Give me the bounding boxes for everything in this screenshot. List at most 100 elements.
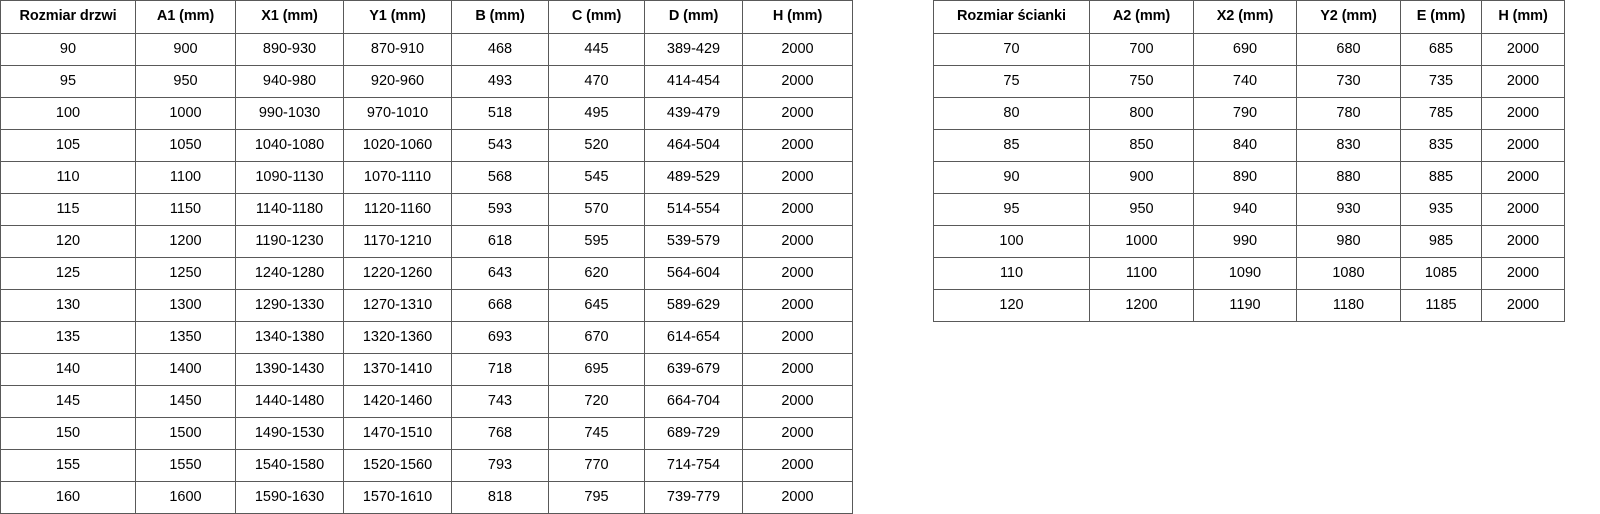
door-column-header-7: H (mm): [742, 0, 853, 34]
wall-cell-r2-c4: 785: [1400, 97, 1482, 130]
door-column-header-1: A1 (mm): [135, 0, 236, 34]
door-cell-r10-c1: 1400: [135, 353, 236, 386]
door-cell-r3-c7: 2000: [742, 129, 853, 162]
door-cell-r3-c2: 1040-1080: [235, 129, 344, 162]
door-cell-r12-c2: 1490-1530: [235, 417, 344, 450]
door-column-header-6: D (mm): [644, 0, 743, 34]
door-cell-r0-c0: 90: [0, 33, 136, 66]
door-cell-r4-c1: 1100: [135, 161, 236, 194]
door-cell-r7-c0: 125: [0, 257, 136, 290]
door-cell-r0-c4: 468: [451, 33, 549, 66]
door-cell-r6-c1: 1200: [135, 225, 236, 258]
door-cell-r8-c7: 2000: [742, 289, 853, 322]
wall-cell-r0-c1: 700: [1089, 33, 1194, 66]
door-cell-r4-c3: 1070-1110: [343, 161, 452, 194]
wall-cell-r1-c5: 2000: [1481, 65, 1565, 98]
door-cell-r3-c5: 520: [548, 129, 645, 162]
door-cell-r7-c3: 1220-1260: [343, 257, 452, 290]
door-cell-r6-c6: 539-579: [644, 225, 743, 258]
wall-cell-r0-c2: 690: [1193, 33, 1297, 66]
door-cell-r8-c6: 589-629: [644, 289, 743, 322]
wall-cell-r0-c5: 2000: [1481, 33, 1565, 66]
table-row: 120 1200 1190-1230 1170-1210 618 595 539-579 20…: [0, 225, 853, 258]
door-cell-r2-c0: 100: [0, 97, 136, 130]
wall-cell-r7-c0: 110: [933, 257, 1090, 290]
wall-cell-r4-c1: 900: [1089, 161, 1194, 194]
door-cell-r8-c4: 668: [451, 289, 549, 322]
wall-cell-r4-c2: 890: [1193, 161, 1297, 194]
wall-column-header-5: H (mm): [1481, 0, 1565, 34]
door-cell-r2-c5: 495: [548, 97, 645, 130]
door-cell-r3-c6: 464-504: [644, 129, 743, 162]
door-cell-r8-c5: 645: [548, 289, 645, 322]
door-cell-r6-c4: 618: [451, 225, 549, 258]
door-cell-r1-c7: 2000: [742, 65, 853, 98]
wall-table-head: Rozmiar ścianki A2 (mm) X2 (mm) Y2 (mm) E (m…: [933, 0, 1565, 34]
door-cell-r11-c7: 2000: [742, 385, 853, 418]
table-row: 100 1000 990-1030 970-1010 518 495 439-479 2000: [0, 97, 853, 130]
door-cell-r6-c2: 1190-1230: [235, 225, 344, 258]
door-cell-r0-c1: 900: [135, 33, 236, 66]
door-cell-r1-c1: 950: [135, 65, 236, 98]
wall-cell-r8-c0: 120: [933, 289, 1090, 322]
table-row: 150 1500 1490-1530 1470-1510 768 745 689-729 20…: [0, 417, 853, 450]
door-cell-r2-c4: 518: [451, 97, 549, 130]
wall-cell-r8-c1: 1200: [1089, 289, 1194, 322]
door-cell-r14-c1: 1600: [135, 481, 236, 514]
door-cell-r4-c2: 1090-1130: [235, 161, 344, 194]
door-table-body: 90 900 890-930 870-910 468 445 389-429 2000 95 95…: [0, 33, 853, 514]
door-cell-r13-c3: 1520-1560: [343, 449, 452, 482]
door-cell-r5-c6: 514-554: [644, 193, 743, 226]
wall-cell-r5-c2: 940: [1193, 193, 1297, 226]
table-row: 75 750 740 730 735 2000: [933, 65, 1565, 98]
table-row: 95 950 940-980 920-960 493 470 414-454 2000: [0, 65, 853, 98]
door-cell-r13-c5: 770: [548, 449, 645, 482]
door-cell-r0-c2: 890-930: [235, 33, 344, 66]
wall-cell-r7-c5: 2000: [1481, 257, 1565, 290]
door-table-head: Rozmiar drzwi A1 (mm) X1 (mm) Y1 (mm) B (mm)…: [0, 0, 853, 34]
door-cell-r10-c0: 140: [0, 353, 136, 386]
door-cell-r14-c5: 795: [548, 481, 645, 514]
door-cell-r11-c0: 145: [0, 385, 136, 418]
wall-cell-r2-c1: 800: [1089, 97, 1194, 130]
door-cell-r9-c7: 2000: [742, 321, 853, 354]
wall-cell-r6-c4: 985: [1400, 225, 1482, 258]
door-cell-r1-c4: 493: [451, 65, 549, 98]
door-cell-r0-c6: 389-429: [644, 33, 743, 66]
wall-cell-r8-c3: 1180: [1296, 289, 1401, 322]
door-column-header-5: C (mm): [548, 0, 645, 34]
door-cell-r8-c1: 1300: [135, 289, 236, 322]
table-row: 90 900 890-930 870-910 468 445 389-429 2000: [0, 33, 853, 66]
door-cell-r10-c6: 639-679: [644, 353, 743, 386]
door-cell-r8-c2: 1290-1330: [235, 289, 344, 322]
wall-cell-r7-c3: 1080: [1296, 257, 1401, 290]
wall-cell-r8-c4: 1185: [1400, 289, 1482, 322]
door-cell-r4-c5: 545: [548, 161, 645, 194]
table-row: 105 1050 1040-1080 1020-1060 543 520 464-504 20…: [0, 129, 853, 162]
wall-column-header-4: E (mm): [1400, 0, 1482, 34]
wall-cell-r1-c2: 740: [1193, 65, 1297, 98]
wall-cell-r3-c4: 835: [1400, 129, 1482, 162]
door-cell-r14-c0: 160: [0, 481, 136, 514]
door-cell-r0-c7: 2000: [742, 33, 853, 66]
door-cell-r14-c7: 2000: [742, 481, 853, 514]
wall-cell-r6-c1: 1000: [1089, 225, 1194, 258]
door-cell-r3-c4: 543: [451, 129, 549, 162]
table-row: 115 1150 1140-1180 1120-1160 593 570 514-554 20…: [0, 193, 853, 226]
wall-cell-r0-c4: 685: [1400, 33, 1482, 66]
door-cell-r10-c5: 695: [548, 353, 645, 386]
wall-table-body: 70 700 690 680 685 2000 75 750 740 730 735 2000 80 80…: [933, 33, 1565, 322]
door-cell-r1-c6: 414-454: [644, 65, 743, 98]
door-cell-r5-c2: 1140-1180: [235, 193, 344, 226]
wall-cell-r8-c5: 2000: [1481, 289, 1565, 322]
door-cell-r9-c0: 135: [0, 321, 136, 354]
wall-cell-r6-c5: 2000: [1481, 225, 1565, 258]
wall-cell-r7-c2: 1090: [1193, 257, 1297, 290]
door-cell-r1-c0: 95: [0, 65, 136, 98]
door-cell-r12-c0: 150: [0, 417, 136, 450]
wall-cell-r3-c1: 850: [1089, 129, 1194, 162]
table-row: 110 1100 1090 1080 1085 2000: [933, 257, 1565, 290]
door-cell-r1-c3: 920-960: [343, 65, 452, 98]
table-row: 80 800 790 780 785 2000: [933, 97, 1565, 130]
door-cell-r11-c5: 720: [548, 385, 645, 418]
